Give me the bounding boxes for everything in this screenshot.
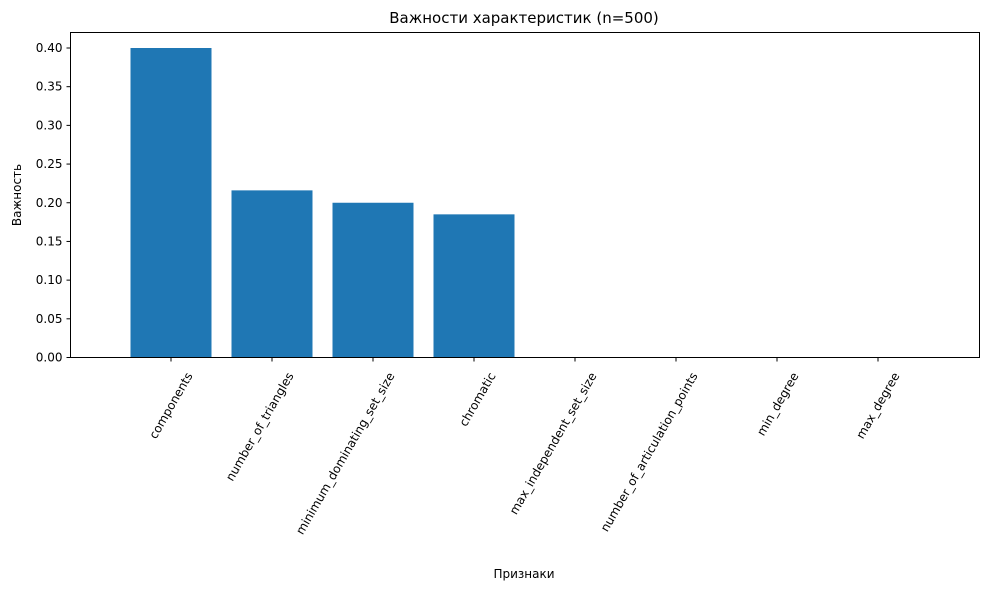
y-tick-label: 0.00 [36, 351, 63, 365]
bar-number_of_triangles [231, 190, 313, 358]
x-tick-label: components [146, 370, 195, 441]
x-tick-label: number_of_articulation_points [598, 370, 701, 534]
x-axis-label: Признаки [493, 567, 554, 581]
x-tick-label: number_of_triangles [223, 370, 297, 483]
x-axis: components number_of_trianglesminimum_dom… [146, 357, 903, 537]
bar-minimum_dominating_set_size [332, 202, 414, 358]
x-tick-label: minimum_dominating_set_size [293, 370, 398, 537]
y-tick-label: 0.20 [36, 196, 63, 210]
y-tick-label: 0.10 [36, 273, 63, 287]
y-tick-label: 0.25 [36, 157, 63, 171]
bar-chromatic [433, 214, 515, 358]
plot-frame [70, 32, 980, 358]
y-tick-label: 0.05 [36, 312, 63, 326]
y-axis-label: Важность [10, 164, 24, 226]
x-tick-label: max_independent_set_size [507, 370, 600, 517]
bars-group [130, 48, 515, 358]
y-tick-label: 0.15 [36, 234, 63, 248]
y-tick-label: 0.30 [36, 118, 63, 132]
y-tick-label: 0.35 [36, 80, 63, 94]
x-tick-label: min_degree [754, 370, 801, 438]
y-axis: 0.00 0.05 0.10 0.15 0.20 0.25 0.30 0.35 0.40 [36, 41, 71, 365]
x-tick-label: max_degree [853, 370, 902, 441]
y-tick-label: 0.40 [36, 41, 63, 55]
chart-title: Важности характеристик (n=500) [389, 9, 659, 27]
x-tick-label: chromatic [457, 370, 499, 429]
bar-components [130, 48, 212, 358]
